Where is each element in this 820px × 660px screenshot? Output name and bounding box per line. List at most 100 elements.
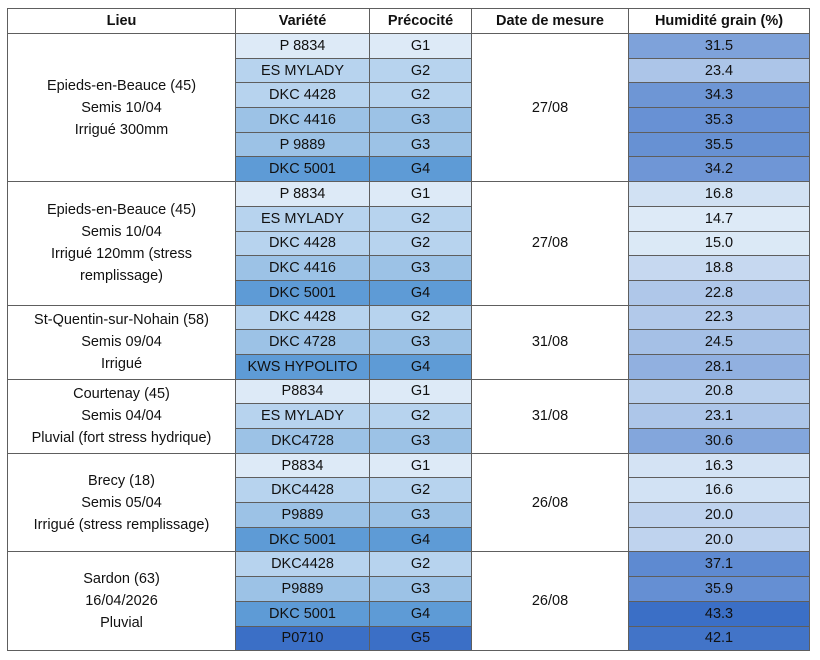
humidite-cell: 35.3 [628,107,810,133]
variete-cell: P8834 [235,452,370,479]
humidite-cell: 35.9 [628,576,810,602]
lieu-line: 16/04/2026 [85,593,158,610]
precocite-cell: G1 [369,181,472,207]
humidite-cell: 34.2 [628,156,810,183]
humidite-cell: 20.0 [628,526,810,553]
humidite-cell: 20.0 [628,502,810,528]
precocite-cell: G3 [369,131,472,158]
lieu-cell: Brecy (18) Semis 05/04 Irrigué (stress rem… [7,452,236,553]
humidite-cell: 42.1 [628,625,810,652]
date-cell: 31/08 [471,304,629,380]
lieu-line: Epieds-en-Beauce (45) [46,77,197,94]
table-row: DKC 5001 G4 43.3 [8,600,810,627]
table-row: DKC 4416 G3 35.3 [8,107,810,133]
humidite-cell: 22.8 [628,279,810,306]
table-row: P 9889 G3 35.5 [8,131,810,158]
lieu-line: Sardon (63) [83,571,160,588]
variete-cell: DKC4428 [235,551,370,578]
date-cell: 26/08 [471,452,629,553]
table-row: Epieds-en-Beauce (45) Semis 10/04 Irrigué … [7,181,810,306]
variete-cell: ES MYLADY [235,57,370,84]
variete-cell: DKC 4416 [235,107,370,133]
variete-cell: DKC 4428 [235,82,370,109]
variete-cell: P9889 [235,502,370,528]
variete-cell: DKC4728 [235,428,370,454]
lieu-line: remplissage) [80,268,163,285]
humidite-cell: 31.5 [628,33,810,59]
variete-cell: ES MYLADY [235,205,370,232]
variete-cell: DKC 5001 [235,279,370,306]
header-precocite: Précocité [369,8,472,34]
lieu-line: Courtenay (45) [73,386,170,403]
humidite-cell: 20.8 [628,378,810,405]
lieu-cell: Epieds-en-Beauce (45) Semis 10/04 Irrigué … [7,181,236,306]
precocite-cell: G4 [369,526,472,553]
table-row: DKC 4428 G2 34.3 [8,82,810,109]
precocite-cell: G5 [369,625,472,652]
variete-cell: DKC 4416 [235,255,370,281]
date-cell: 27/08 [471,181,629,306]
variete-cell: DKC 4428 [235,304,370,331]
precocite-cell: G4 [369,353,472,380]
lieu-cell: St-Quentin-sur-Nohain (58) Semis 09/04 Irr… [7,304,236,380]
lieu-line: Pluvial (fort stress hydrique) [31,430,212,447]
table-row: Epieds-en-Beauce (45) Semis 10/04 Irrigué … [7,32,810,183]
humidite-cell: 18.8 [628,255,810,281]
precocite-cell: G2 [369,82,472,109]
lieu-line: Semis 09/04 [81,334,162,351]
lieu-line: St-Quentin-sur-Nohain (58) [34,312,209,329]
table-row: DKC 5001 G4 20.0 [8,526,810,553]
table-row: ES MYLADY G2 23.1 [8,403,810,429]
precocite-cell: G3 [369,255,472,281]
lieu-line: Irrigué (stress remplissage) [33,516,210,533]
header-variete: Variété [235,8,370,34]
variete-cell: DKC 4428 [235,230,370,257]
header-humidite: Humidité grain (%) [628,8,810,34]
variete-cell: DKC 5001 [235,526,370,553]
precocite-cell: G1 [369,378,472,405]
variete-cell: P9889 [235,576,370,602]
humidite-cell: 24.5 [628,329,810,355]
humidite-cell: 35.5 [628,131,810,158]
lieu-line: Semis 10/04 [81,99,162,116]
variete-cell: P 8834 [235,33,370,59]
humidite-cell: 16.6 [628,477,810,504]
date-cell: 31/08 [471,378,629,454]
date-cell: 27/08 [471,32,629,183]
humidite-cell: 43.3 [628,600,810,627]
humidite-cell: 37.1 [628,551,810,578]
lieu-line: Irrigué 120mm (stress [50,246,192,263]
variete-cell: DKC 5001 [235,156,370,183]
variete-cell: ES MYLADY [235,403,370,429]
lieu-cell: Sardon (63) 16/04/2026 Pluvial [7,551,236,652]
precocite-cell: G2 [369,403,472,429]
precocite-cell: G4 [369,600,472,627]
precocite-cell: G2 [369,477,472,504]
humidite-cell: 16.8 [628,181,810,207]
table-row: DKC 5001 G4 34.2 [8,156,810,183]
humidite-cell: 28.1 [628,353,810,380]
table-row: KWS HYPOLITO G4 28.1 [8,353,810,380]
precocite-cell: G1 [369,452,472,479]
lieu-line: Irrigué 300mm [74,121,169,138]
lieu-cell: Epieds-en-Beauce (45) Semis 10/04 Irrigué … [7,32,236,183]
precocite-cell: G2 [369,551,472,578]
precocite-cell: G4 [369,279,472,306]
humidite-cell: 23.1 [628,403,810,429]
lieu-line: Brecy (18) [88,472,155,489]
precocite-cell: G2 [369,57,472,84]
table-row: P9889 G3 35.9 [8,576,810,602]
precocite-cell: G3 [369,576,472,602]
humidite-cell: 14.7 [628,205,810,232]
table-row: Sardon (63) 16/04/2026 Pluvial DKC4428 G2 26/… [7,551,810,652]
precocite-cell: G3 [369,107,472,133]
precocite-cell: G3 [369,502,472,528]
table-row: DKC 4428 G2 15.0 [8,230,810,257]
precocite-cell: G2 [369,230,472,257]
table-row: St-Quentin-sur-Nohain (58) Semis 09/04 Irr… [7,304,810,380]
table-container: Lieu Variété Précocité Date de mesure Hu… [7,8,810,652]
humidite-cell: 23.4 [628,57,810,84]
header-lieu: Lieu [7,8,236,34]
table-row: Courtenay (45) Semis 04/04 Pluvial (fort s… [7,378,810,454]
precocite-cell: G3 [369,428,472,454]
